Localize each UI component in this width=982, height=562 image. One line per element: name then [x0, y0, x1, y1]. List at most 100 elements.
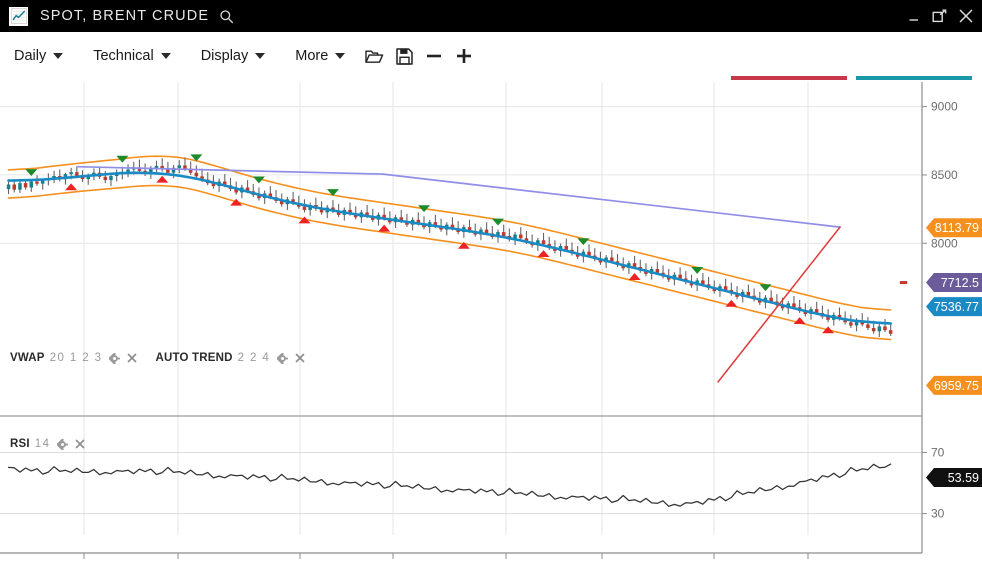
legend-rsi-params: 14	[34, 438, 51, 450]
candle-body	[149, 168, 153, 174]
candle-body	[632, 263, 637, 267]
candle-body	[524, 238, 529, 242]
menu-display-label: Display	[200, 48, 249, 64]
rsi-line	[7, 463, 892, 507]
candle-body	[803, 310, 808, 315]
menu-daily-label: Daily	[14, 48, 47, 64]
menu-display[interactable]: Display	[201, 48, 266, 64]
candle-body	[200, 176, 204, 180]
candle-body	[336, 211, 341, 215]
candle-body	[29, 181, 33, 188]
minimize-button[interactable]	[908, 10, 921, 23]
vwap-upper-band	[7, 155, 892, 311]
buy-signal-marker	[378, 224, 391, 232]
menu-daily[interactable]: Daily	[14, 48, 64, 64]
sell-signal-marker	[252, 176, 265, 184]
candle-body	[541, 240, 546, 245]
candle-body	[644, 270, 648, 274]
restore-button[interactable]	[932, 9, 947, 24]
candle-body	[792, 303, 796, 308]
chevron-down-icon	[160, 53, 171, 59]
candle-body	[399, 217, 403, 222]
candle-body	[160, 165, 164, 170]
candle-body	[484, 229, 489, 234]
candle-body	[75, 172, 79, 176]
legend-rsi[interactable]: RSI 14	[10, 438, 85, 450]
y-axis-tick-label: 8000	[931, 236, 958, 250]
chart-area[interactable]: 8000850090003070Jul14Aug14Sept14Oct14811…	[0, 80, 982, 562]
close-icon[interactable]	[127, 353, 138, 363]
window-controls	[908, 0, 974, 32]
candle-body	[769, 297, 773, 302]
candle-body	[610, 257, 614, 262]
window-title: SPOT, BRENT CRUDE	[40, 8, 210, 24]
zoom-in-icon[interactable]	[449, 41, 479, 71]
close-icon[interactable]	[295, 353, 305, 363]
candle-body	[211, 183, 216, 187]
candle-body	[302, 206, 307, 210]
candle-body	[40, 180, 45, 184]
sell-signal-marker	[577, 238, 590, 246]
rsi-value-tag-label: 53.59	[948, 471, 979, 485]
candle-body	[888, 330, 893, 334]
menu-technical[interactable]: Technical	[93, 48, 171, 64]
candle-body	[319, 208, 324, 213]
rsi-value-tag: 53.59	[926, 468, 982, 488]
buy-signal-marker	[230, 198, 243, 206]
candle-body	[501, 232, 506, 236]
buy-signal-marker	[628, 273, 641, 280]
legend-vwap[interactable]: VWAP 20 1 2 3	[10, 352, 138, 364]
legend-rsi-name: RSI	[10, 438, 30, 450]
open-folder-icon[interactable]	[359, 41, 389, 71]
close-button[interactable]	[958, 8, 974, 24]
zoom-out-icon[interactable]	[419, 41, 449, 71]
legend-auto-trend-name: AUTO TREND	[155, 352, 233, 364]
last-price-tag-label: 7712.5	[941, 276, 979, 290]
gear-icon[interactable]	[109, 352, 121, 364]
vwap-upper-tag: 8113.79	[926, 218, 982, 238]
menu-technical-label: Technical	[93, 48, 154, 64]
candle-body	[564, 246, 568, 250]
rsi-indicator-legend: RSI 14	[10, 438, 103, 450]
moving-average-line	[7, 171, 892, 325]
candle-body	[854, 320, 859, 326]
gear-icon[interactable]	[277, 352, 289, 364]
candle-body	[866, 324, 870, 328]
candle-body	[6, 184, 11, 190]
sell-signal-marker	[418, 205, 431, 213]
candle-body	[348, 209, 352, 214]
candle-body	[183, 165, 187, 170]
candle-body	[166, 169, 170, 173]
legend-auto-trend[interactable]: AUTO TREND 2 2 4	[155, 352, 305, 364]
candle-body	[268, 193, 273, 198]
y-axis-tick-label: 8500	[931, 168, 958, 182]
gear-icon[interactable]	[57, 438, 69, 450]
toolbar: Daily Technical Display More	[0, 32, 982, 101]
close-icon[interactable]	[75, 439, 85, 449]
sell-signal-marker	[491, 218, 504, 226]
buy-signal-marker	[65, 183, 78, 191]
price-chart-svg[interactable]: 8000850090003070Jul14Aug14Sept14Oct14811…	[0, 80, 982, 562]
candle-body	[689, 282, 694, 286]
menu-more[interactable]: More	[295, 48, 346, 64]
candle-body	[433, 222, 438, 226]
candle-body	[234, 188, 238, 193]
candle-body	[137, 167, 142, 171]
trend-support-line	[717, 226, 841, 383]
menu-more-label: More	[295, 48, 329, 64]
legend-auto-trend-params: 2 2 4	[237, 352, 271, 364]
candle-body	[109, 176, 113, 181]
sell-signal-marker	[25, 169, 38, 177]
candle-body	[575, 253, 580, 257]
candle-body	[194, 172, 199, 177]
candle-body	[92, 172, 96, 175]
main-indicator-legend: VWAP 20 1 2 3 AUTO TREND 2 2 4	[10, 352, 323, 364]
sell-signal-marker	[326, 189, 339, 196]
search-icon[interactable]	[219, 9, 234, 24]
buy-signal-marker	[298, 216, 311, 224]
save-icon[interactable]	[389, 41, 419, 71]
candle-body	[758, 299, 762, 303]
candle-body	[126, 169, 130, 172]
candle-body	[450, 224, 455, 229]
candle-body	[780, 305, 785, 309]
